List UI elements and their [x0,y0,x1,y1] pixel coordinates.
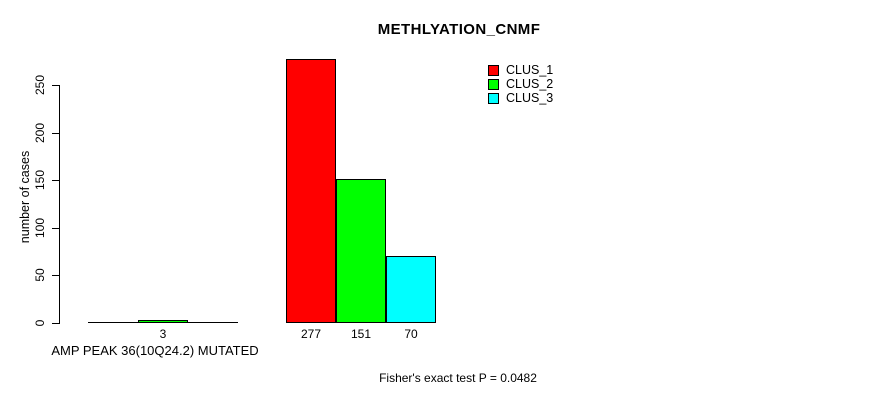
legend-item: CLUS_3 [488,91,553,105]
bar-value-label: 3 [159,327,167,341]
y-tick-label: 200 [33,122,47,144]
bar-value-label: 70 [404,327,418,341]
y-tick-label: 0 [33,319,47,327]
bar-clus_3-group2 [386,256,436,323]
bar-clus_2-group1 [138,320,188,323]
y-tick-mark [52,133,60,134]
y-tick-label: 50 [33,268,47,282]
y-tick-mark [52,228,60,229]
legend: CLUS_1 CLUS_2 CLUS_3 [488,63,553,105]
bar-clus_2-group2 [336,179,386,323]
legend-label: CLUS_3 [506,91,554,105]
y-tick-mark [52,85,60,86]
bar-value-label: 151 [350,327,372,341]
y-axis-label: number of cases [18,150,32,244]
legend-label: CLUS_2 [506,77,554,91]
bar-clus_3-group1 [188,322,238,323]
x-axis-label: AMP PEAK 36(10Q24.2) MUTATED [51,343,259,358]
chart-title: METHLYATION_CNMF [377,21,541,38]
bar-clus_1-group1 [88,322,138,323]
legend-swatch [488,64,499,76]
y-tick-label: 150 [33,169,47,191]
legend-item: CLUS_2 [488,77,553,91]
y-tick-mark [52,275,60,276]
footnote: Fisher's exact test P = 0.0482 [379,371,537,385]
legend-swatch [488,92,499,104]
y-tick-label: 100 [33,217,47,239]
legend-swatch [488,78,499,90]
bar-clus_1-group2 [286,59,336,323]
y-axis-line [59,85,60,324]
legend-item: CLUS_1 [488,63,553,77]
y-tick-mark [52,323,60,324]
bar-value-label: 277 [300,327,322,341]
y-tick-label: 250 [33,74,47,96]
y-tick-mark [52,180,60,181]
legend-label: CLUS_1 [506,63,554,77]
